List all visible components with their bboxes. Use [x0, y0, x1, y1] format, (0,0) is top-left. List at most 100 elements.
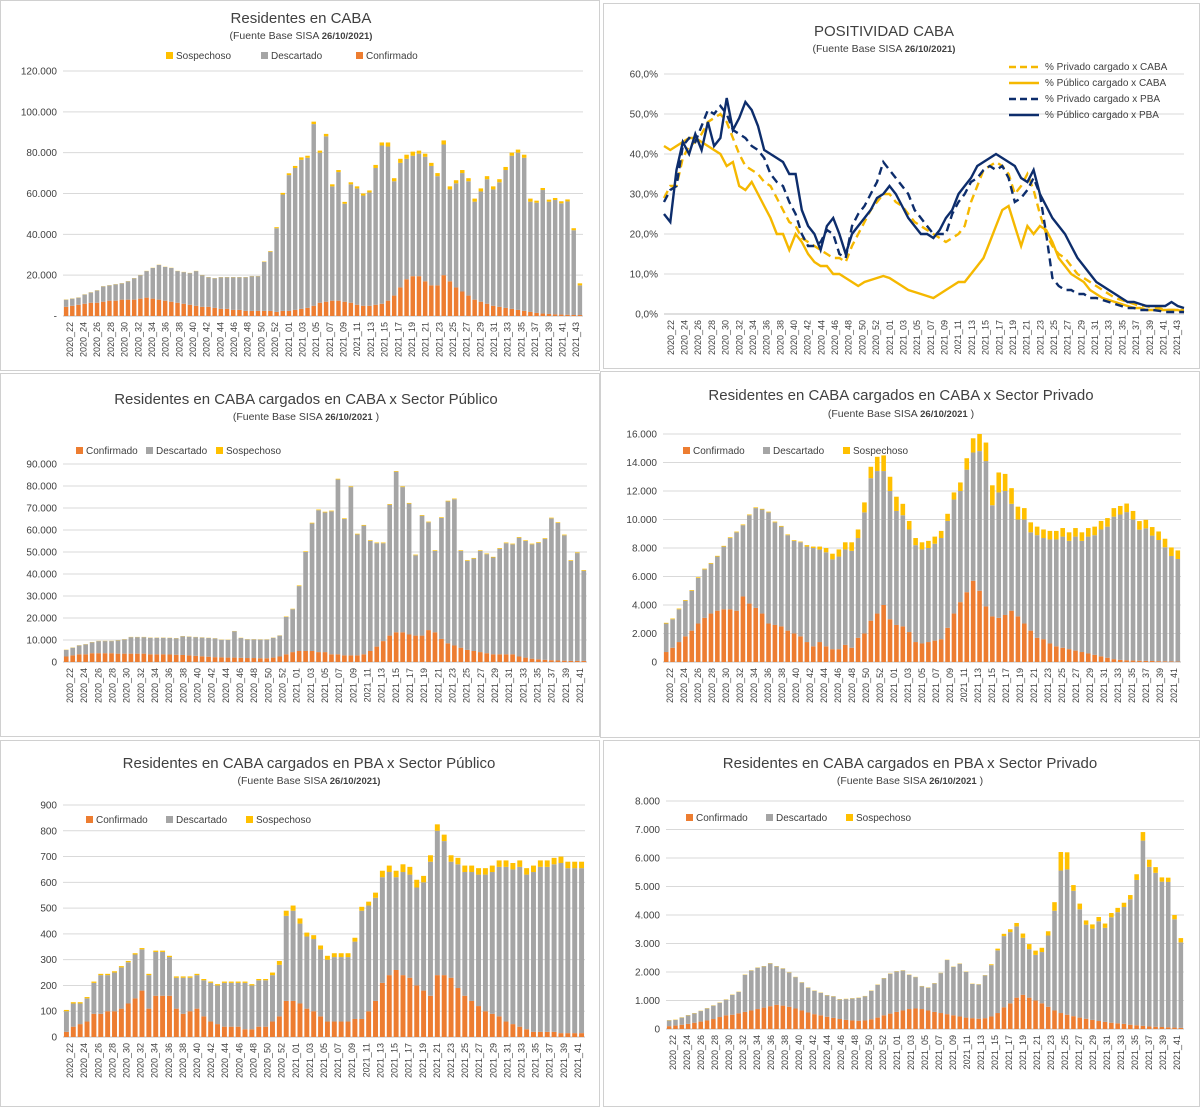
- bar-descartado: [245, 639, 250, 659]
- x-tick-label: 2021_11: [959, 668, 969, 702]
- bar-descartado: [193, 637, 198, 656]
- x-tick-label: 2021_41: [557, 322, 567, 357]
- bar-sospechoso: [490, 556, 496, 558]
- bar-confirmado: [200, 306, 205, 316]
- legend-label-privado-cargado-x-pba: % Privado cargado x PBA: [1045, 94, 1160, 105]
- bar-sospechoso: [274, 227, 279, 229]
- x-tick-label: 2021_09: [940, 320, 950, 355]
- bar-confirmado: [704, 1020, 710, 1029]
- bar-sospechoso: [740, 524, 746, 526]
- bar-descartado: [63, 299, 69, 307]
- bar-descartado: [977, 451, 982, 591]
- bar-confirmado: [766, 623, 771, 662]
- x-tick-label: 2020_42: [805, 668, 815, 703]
- x-tick-label: 2021_17: [994, 320, 1004, 355]
- bar-descartado: [478, 191, 484, 302]
- subtitle-date: 26/10/2021): [322, 31, 373, 42]
- bar-descartado: [517, 866, 523, 1027]
- bar-confirmado: [534, 312, 539, 316]
- bar-descartado: [689, 590, 695, 631]
- bar-confirmado: [938, 1013, 944, 1029]
- x-tick-label: 2021_07: [325, 322, 335, 357]
- bar-confirmado: [186, 655, 192, 662]
- chart-title: Residentes en CABA: [231, 10, 372, 27]
- x-tick-label: 2021_21: [432, 1043, 442, 1078]
- bar-confirmado: [101, 301, 106, 316]
- bar-sospechoso: [335, 478, 341, 480]
- bar-confirmado: [477, 652, 483, 662]
- x-tick-label: 2020_32: [133, 322, 143, 357]
- bar-sospechoso: [160, 950, 166, 952]
- legend-swatch-confirmado: [683, 447, 690, 454]
- x-tick-label: 2021_31: [1099, 668, 1109, 703]
- x-tick-label: 2021_07: [934, 1035, 944, 1070]
- y-tick-label: 80.000: [26, 148, 57, 159]
- bar-sospechoso: [367, 540, 373, 541]
- bar-confirmado: [393, 632, 399, 662]
- x-tick-label: 2021_03: [906, 1035, 916, 1070]
- bar-sospechoso: [336, 170, 341, 173]
- bar-descartado: [995, 950, 1000, 1014]
- bar-sospechoso: [759, 508, 765, 510]
- bar-descartado: [503, 543, 509, 655]
- bar-sospechoso: [906, 520, 912, 530]
- bar-sospechoso: [125, 960, 131, 963]
- legend-swatch-sospechoso: [246, 816, 253, 823]
- bar-descartado: [89, 642, 95, 654]
- y-tick-label: 500: [40, 904, 57, 915]
- bar-descartado: [385, 146, 391, 301]
- bar-descartado: [932, 543, 938, 641]
- x-tick-label: 2020_30: [721, 668, 731, 703]
- bar-confirmado: [400, 975, 406, 1037]
- bar-confirmado: [257, 658, 263, 662]
- bar-descartado: [1079, 540, 1085, 653]
- bar-descartado: [193, 271, 199, 306]
- bar-confirmado: [255, 310, 261, 316]
- bar-descartado: [551, 864, 557, 1032]
- bar-confirmado: [1124, 660, 1129, 662]
- bar-descartado: [441, 144, 446, 276]
- bar-descartado: [761, 966, 767, 1008]
- x-tick-label: 2020_52: [277, 1043, 287, 1078]
- bar-confirmado: [311, 305, 316, 316]
- bar-sospechoso: [1169, 547, 1174, 556]
- bar-confirmado: [242, 1029, 248, 1037]
- bar-confirmado: [219, 657, 224, 662]
- bar-sospechoso: [1121, 902, 1127, 908]
- subtitle-source: (Fuente Base SISA: [813, 43, 903, 55]
- x-tick-label: 2020_42: [803, 320, 813, 355]
- x-tick-label: 2021_09: [339, 322, 349, 357]
- line-privado-cargado-x-caba: [662, 112, 1184, 312]
- bar-descartado: [780, 968, 786, 1006]
- bar-confirmado: [135, 653, 140, 662]
- bar-descartado: [574, 553, 580, 661]
- bar-confirmado: [1014, 997, 1019, 1029]
- legend-label-sospechoso: Sospechoso: [256, 815, 311, 826]
- bar-sospechoso: [453, 180, 459, 184]
- bar-sospechoso: [462, 865, 468, 873]
- bar-sospechoso: [562, 534, 567, 536]
- x-tick-label: 2020_26: [92, 322, 102, 357]
- bar-confirmado: [118, 1008, 124, 1037]
- x-tick-label: 2021_17: [1004, 1035, 1014, 1070]
- bar-descartado: [1026, 949, 1032, 998]
- x-tick-label: 2021_39: [1158, 1035, 1168, 1070]
- bar-sospechoso: [542, 538, 548, 539]
- bar-confirmado: [708, 613, 714, 662]
- x-tick-label: 2020_38: [174, 322, 184, 357]
- x-tick-label: 2021_05: [917, 668, 927, 703]
- bar-sospechoso: [1096, 916, 1101, 922]
- bar-descartado: [571, 230, 576, 315]
- bar-descartado: [799, 982, 805, 1011]
- legend-label-sospechoso: Sospechoso: [176, 51, 231, 62]
- chart-panel-caba-privado: Residentes en CABA cargados en CABA x Se…: [600, 371, 1200, 738]
- bar-confirmado: [568, 660, 574, 662]
- bar-descartado: [429, 165, 434, 286]
- bar-confirmado: [180, 1013, 186, 1037]
- x-tick-label: 2021_21: [1022, 320, 1032, 355]
- chart-subtitle: (Fuente Base SISA 26/10/2021 ): [233, 411, 379, 423]
- legend-label-privado-cargado-x-caba: % Privado cargado x CABA: [1045, 62, 1168, 73]
- x-tick-label: 2021_21: [1032, 1035, 1042, 1070]
- bar-descartado: [555, 522, 561, 661]
- bar-sospechoso: [663, 622, 669, 624]
